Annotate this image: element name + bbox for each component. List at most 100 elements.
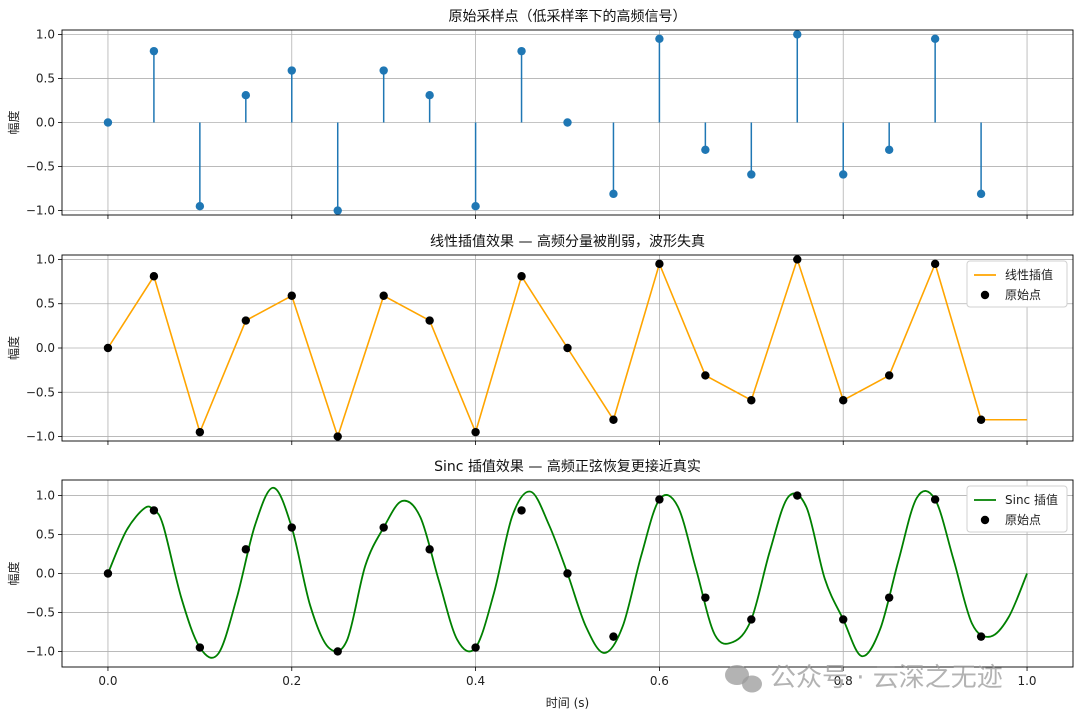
- data-point: [747, 615, 756, 624]
- data-point: [379, 523, 388, 532]
- subplot-title: 原始采样点（低采样率下的高频信号）: [449, 8, 687, 25]
- y-tick-label: −1.0: [26, 644, 55, 658]
- axes: −1.0 −0.5 0.0 0.5 1.0: [26, 252, 1028, 445]
- y-tick-label: 0.0: [36, 341, 55, 355]
- data-point: [517, 506, 526, 515]
- y-tick-label: −1.0: [26, 204, 55, 218]
- subplot-title: Sinc 插值效果 — 高频正弦恢复更接近真实: [434, 458, 701, 475]
- stem-marker: [103, 118, 113, 127]
- data-point: [471, 643, 480, 652]
- data-point: [517, 272, 526, 281]
- data-point: [103, 343, 113, 353]
- y-tick-label: 0.0: [36, 116, 55, 130]
- data-point: [930, 259, 940, 269]
- legend-label: Sinc 插值: [1005, 492, 1058, 507]
- data-point: [839, 396, 848, 405]
- stem-marker: [930, 34, 940, 44]
- data-point: [425, 545, 434, 554]
- x-tick-label: 0.4: [466, 674, 485, 688]
- data-point: [976, 415, 986, 424]
- x-tick-label: 0.0: [98, 674, 117, 688]
- y-tick-label: −1.0: [26, 430, 55, 444]
- stem-marker: [287, 66, 296, 75]
- axes-frame: [61, 479, 1074, 668]
- data-point: [976, 632, 986, 641]
- subplot-2: 线性插值效果 — 高频分量被削弱，波形失真 −1.0 −0.5 0.0 0.5 1.0 幅度…: [6, 233, 1074, 445]
- axes-frame: [61, 29, 1074, 216]
- y-tick-label: 0.5: [36, 297, 55, 311]
- stem-marker: [884, 145, 894, 155]
- watermark: 公众号 · 云深之无迹: [725, 663, 1003, 693]
- series-line: [107, 486, 1028, 659]
- legend-marker: [980, 290, 990, 300]
- plot-area: [103, 486, 1028, 659]
- y-axis-label: 幅度: [6, 110, 21, 134]
- y-axis-label: 幅度: [6, 561, 21, 585]
- data-point: [655, 259, 664, 269]
- stem-marker: [149, 46, 159, 56]
- y-tick-label: −0.5: [26, 385, 55, 399]
- data-point: [839, 615, 848, 624]
- legend-label: 线性插值: [1005, 267, 1053, 282]
- stem-marker: [379, 66, 388, 75]
- y-tick-label: 1.0: [36, 489, 55, 503]
- stem-marker: [793, 30, 802, 39]
- data-point: [563, 569, 572, 578]
- stem-marker: [471, 201, 480, 211]
- data-point: [793, 491, 802, 500]
- y-tick-label: 0.0: [36, 567, 55, 581]
- data-point: [379, 291, 388, 300]
- stem-marker: [609, 189, 618, 199]
- axes: −1.0 −0.5 0.0 0.5 1.0: [26, 27, 1028, 219]
- subplot-3: Sinc 插值效果 — 高频正弦恢复更接近真实 −1.0 −0.5 0.0 0.5 1.0…: [6, 458, 1074, 710]
- stem-marker: [976, 189, 986, 199]
- data-point: [747, 396, 756, 405]
- y-tick-label: 0.5: [36, 528, 55, 542]
- legend-box: [966, 260, 1068, 308]
- y-tick-label: −0.5: [26, 160, 55, 174]
- data-point: [333, 432, 342, 441]
- stem-marker: [747, 170, 756, 179]
- data-point: [287, 523, 296, 532]
- stem-marker: [517, 46, 526, 56]
- axes: −1.0 −0.5 0.0 0.5 1.0 0.0 0.2 0.4 0.6 0.8 1.0: [26, 489, 1037, 688]
- plot-area: [103, 30, 986, 215]
- x-tick-label: 0.2: [282, 674, 301, 688]
- y-axis-label: 幅度: [6, 336, 21, 360]
- legend-box: [966, 485, 1068, 533]
- data-point: [149, 272, 159, 281]
- data-point: [701, 371, 710, 380]
- data-point: [471, 427, 480, 437]
- plot-area: [103, 255, 1028, 441]
- data-point: [195, 643, 205, 652]
- stem-marker: [195, 201, 205, 211]
- watermark-text: 公众号 · 云深之无迹: [770, 663, 1003, 693]
- legend-label: 原始点: [1005, 513, 1041, 527]
- legend-marker: [980, 515, 990, 525]
- y-tick-label: 1.0: [36, 252, 55, 266]
- subplot-title: 线性插值效果 — 高频分量被削弱，波形失真: [430, 233, 705, 250]
- legend-label: 原始点: [1005, 288, 1041, 302]
- x-tick-label: 0.8: [834, 674, 853, 688]
- data-point: [609, 632, 618, 641]
- stem-marker: [425, 90, 434, 100]
- data-point: [333, 647, 342, 656]
- stem-marker: [241, 90, 251, 100]
- stem-marker: [655, 34, 664, 44]
- subplot-1: 原始采样点（低采样率下的高频信号） −1.0 −0.5 0.0 0.5 1.0 幅度: [6, 8, 1074, 219]
- data-point: [241, 316, 251, 325]
- stem-marker: [333, 206, 342, 215]
- data-point: [930, 495, 940, 504]
- x-tick-label: 0.6: [650, 674, 669, 688]
- data-point: [563, 343, 572, 353]
- stem-marker: [563, 118, 572, 127]
- data-point: [793, 255, 802, 264]
- data-point: [103, 569, 113, 578]
- data-point: [241, 545, 251, 554]
- x-tick-label: 1.0: [1017, 674, 1036, 688]
- data-point: [884, 593, 894, 602]
- y-tick-label: 0.5: [36, 71, 55, 85]
- stem-marker: [839, 170, 848, 179]
